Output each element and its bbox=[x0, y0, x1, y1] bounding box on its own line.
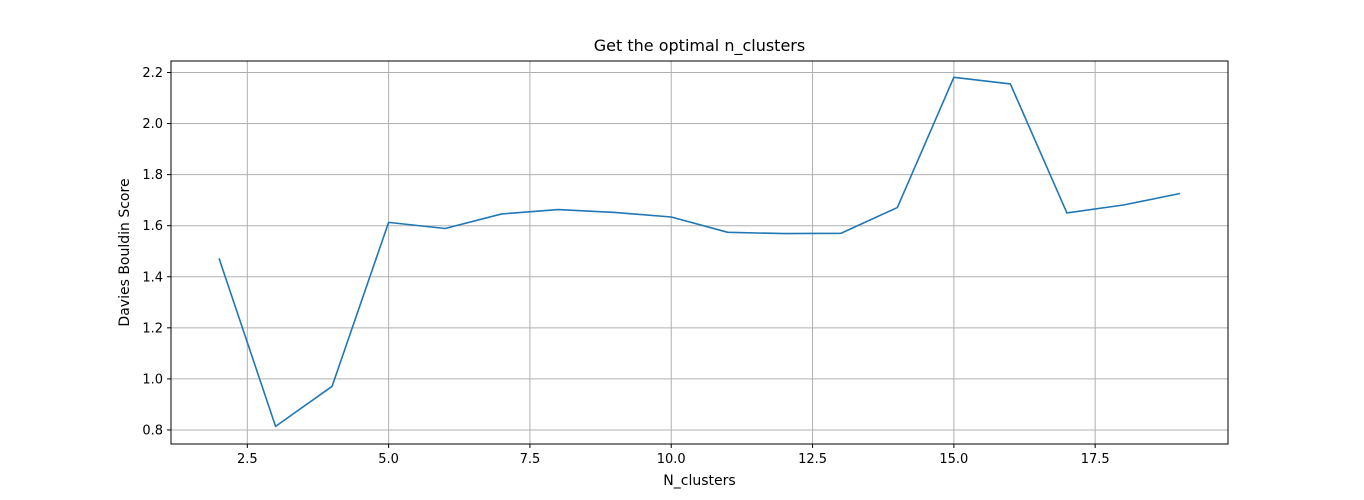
data-point bbox=[727, 232, 729, 234]
data-point bbox=[275, 426, 277, 428]
series-line bbox=[218, 76, 1181, 428]
chart-title: Get the optimal n_clusters bbox=[594, 36, 805, 56]
data-point bbox=[670, 216, 672, 218]
data-point bbox=[953, 77, 955, 79]
y-tick-label: 1.4 bbox=[142, 270, 163, 285]
x-tick-label: 15.0 bbox=[939, 452, 968, 467]
y-tick-label: 1.6 bbox=[142, 219, 163, 234]
data-point bbox=[783, 233, 785, 235]
data-point bbox=[1179, 193, 1181, 195]
data-point bbox=[1066, 212, 1068, 214]
data-point bbox=[444, 228, 446, 230]
y-axis-ticks: 0.8 1.0 1.2 1.4 1.6 1.8 2.0 2.2 bbox=[142, 66, 171, 438]
series-layer bbox=[218, 76, 1181, 428]
data-point bbox=[840, 233, 842, 235]
data-point bbox=[331, 385, 333, 387]
data-point bbox=[557, 209, 559, 211]
y-tick-label: 1.0 bbox=[142, 372, 163, 387]
x-tick-label: 2.5 bbox=[237, 452, 258, 467]
x-tick-label: 10.0 bbox=[657, 452, 686, 467]
grid-lines bbox=[171, 61, 1228, 444]
plot-frame bbox=[170, 60, 1229, 445]
data-point bbox=[388, 222, 390, 224]
data-point bbox=[897, 207, 899, 209]
y-tick-label: 2.2 bbox=[142, 66, 163, 81]
x-axis-ticks: 2.5 5.0 7.5 10.0 12.5 15.0 17.5 bbox=[237, 444, 1110, 467]
x-tick-label: 12.5 bbox=[798, 452, 827, 467]
data-point bbox=[501, 213, 503, 215]
data-point bbox=[614, 212, 616, 214]
x-tick-label: 5.0 bbox=[378, 452, 399, 467]
data-point bbox=[1123, 204, 1125, 206]
y-tick-label: 0.8 bbox=[142, 423, 163, 438]
data-point bbox=[1010, 83, 1012, 85]
y-tick-label: 1.2 bbox=[142, 321, 163, 336]
x-tick-label: 17.5 bbox=[1081, 452, 1110, 467]
y-tick-label: 2.0 bbox=[142, 117, 163, 132]
x-axis-label: N_clusters bbox=[663, 473, 735, 489]
x-tick-label: 7.5 bbox=[520, 452, 541, 467]
y-tick-label: 1.8 bbox=[142, 168, 163, 183]
data-point bbox=[218, 258, 220, 260]
y-axis-label: Davies Bouldin Score bbox=[117, 178, 133, 326]
